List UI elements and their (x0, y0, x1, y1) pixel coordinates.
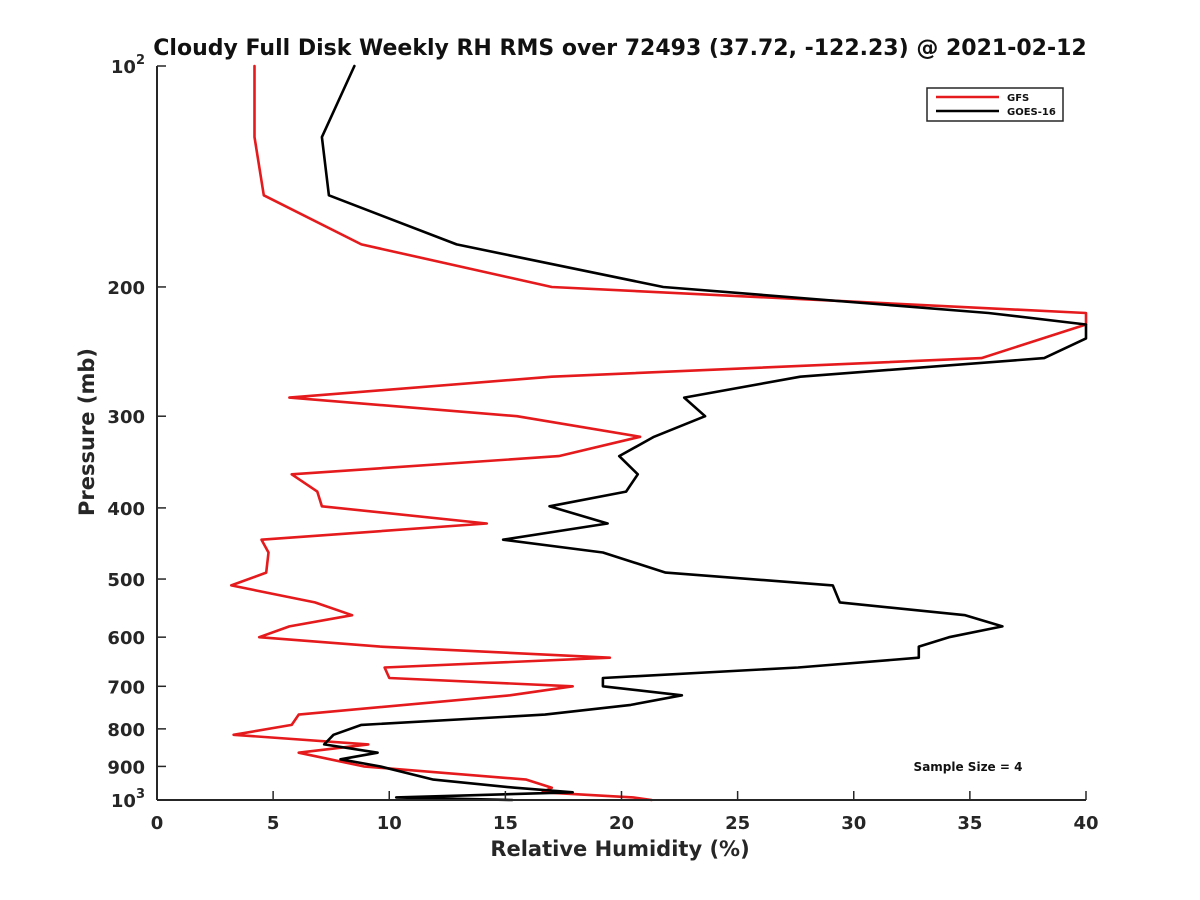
x-tick-label: 30 (841, 813, 866, 834)
legend: GFS GOES-16 (926, 87, 1064, 122)
y-tick-label: 103 (111, 787, 145, 812)
chart-title: Cloudy Full Disk Weekly RH RMS over 7249… (153, 36, 1086, 61)
y-tick-label: 400 (107, 499, 145, 520)
series-line-goes-16 (320, 64, 1088, 802)
y-tick-label: 800 (107, 720, 145, 741)
y-tick-label: 700 (107, 677, 145, 698)
legend-entry-label: GOES-16 (1007, 107, 1056, 118)
x-tick-label: 0 (151, 813, 164, 834)
y-tick-label: 500 (107, 570, 145, 591)
sample-size-annotation: Sample Size = 4 (914, 760, 1023, 774)
series-line-gfs (230, 64, 1088, 802)
x-tick-label: 35 (957, 813, 982, 834)
y-axis-label: Pressure (mb) (75, 348, 99, 516)
y-tick-label: 300 (107, 407, 145, 428)
x-axis-label: Relative Humidity (%) (490, 837, 749, 861)
y-tick-label: 200 (107, 278, 145, 299)
x-tick-label: 40 (1073, 813, 1098, 834)
axes-layer: 0 5 10 15 20 25 30 35 40 102 200 300 400 500 600 700 800… (107, 53, 1098, 834)
x-tick-label: 15 (493, 813, 518, 834)
y-tick-label: 102 (111, 53, 145, 78)
x-tick-label: 25 (725, 813, 750, 834)
legend-entry-label: GFS (1007, 93, 1029, 104)
x-tick-label: 20 (609, 813, 634, 834)
y-tick-label: 900 (107, 757, 145, 778)
y-tick-label: 600 (107, 628, 145, 649)
x-tick-label: 5 (267, 813, 280, 834)
legend-box (926, 87, 1064, 122)
x-tick-label: 10 (377, 813, 402, 834)
series-layer (230, 64, 1088, 802)
